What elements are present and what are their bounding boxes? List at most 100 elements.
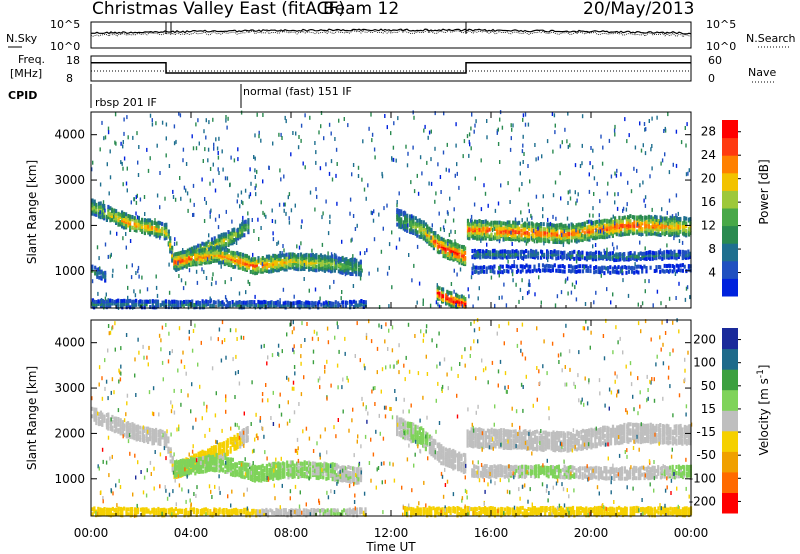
data-cell bbox=[404, 433, 407, 438]
data-cell bbox=[484, 219, 487, 224]
scatter-cell bbox=[195, 269, 198, 274]
scatter-cell bbox=[634, 262, 636, 267]
beam-label: Beam 12 bbox=[323, 0, 399, 19]
data-cell bbox=[251, 467, 254, 472]
data-cell bbox=[438, 235, 441, 240]
scatter-cell bbox=[225, 209, 227, 214]
data-cell bbox=[291, 466, 294, 471]
data-cell bbox=[614, 219, 617, 224]
data-cell bbox=[103, 209, 106, 214]
data-cell bbox=[218, 256, 221, 261]
data-cell bbox=[535, 239, 538, 244]
data-cell bbox=[637, 252, 640, 257]
data-cell bbox=[179, 464, 182, 469]
data-cell bbox=[420, 426, 423, 431]
data-cell bbox=[472, 221, 475, 226]
scatter-cell bbox=[260, 138, 262, 143]
scatter-cell bbox=[569, 189, 571, 194]
data-cell bbox=[615, 270, 618, 275]
scatter-cell bbox=[643, 198, 645, 203]
data-cell bbox=[468, 222, 471, 227]
data-cell bbox=[481, 265, 484, 270]
data-cell bbox=[110, 211, 114, 216]
scatter-cell bbox=[294, 203, 296, 208]
data-cell bbox=[479, 252, 482, 257]
data-cell bbox=[483, 250, 487, 255]
data-cell bbox=[608, 222, 611, 227]
data-cell bbox=[614, 223, 617, 228]
scatter-cell bbox=[258, 134, 260, 139]
data-cell bbox=[651, 216, 654, 221]
scatter-cell bbox=[168, 290, 171, 295]
data-cell bbox=[683, 255, 686, 260]
data-cell bbox=[238, 461, 241, 465]
data-cell bbox=[466, 235, 470, 240]
data-cell bbox=[343, 478, 346, 482]
data-cell bbox=[163, 300, 166, 305]
data-cell bbox=[127, 434, 130, 439]
data-cell bbox=[253, 300, 256, 305]
data-cell bbox=[647, 228, 650, 232]
data-cell bbox=[323, 268, 326, 273]
data-cell bbox=[352, 466, 355, 471]
data-cell bbox=[323, 264, 326, 268]
scatter-cell bbox=[472, 263, 474, 268]
data-cell bbox=[277, 256, 280, 261]
scatter-cell bbox=[508, 255, 510, 259]
data-cell bbox=[412, 432, 415, 437]
data-cell bbox=[288, 264, 291, 269]
data-cell bbox=[143, 218, 146, 223]
data-cell bbox=[276, 254, 279, 259]
scatter-cell bbox=[571, 282, 574, 287]
data-cell bbox=[353, 470, 356, 475]
data-cell bbox=[254, 303, 258, 308]
data-cell bbox=[322, 469, 325, 474]
data-cell bbox=[545, 268, 548, 273]
data-cell bbox=[139, 220, 142, 225]
data-cell bbox=[127, 421, 130, 426]
scatter-cell bbox=[559, 171, 561, 176]
colorbar-tick-label: 20 bbox=[701, 172, 716, 186]
data-cell bbox=[133, 423, 136, 428]
data-cell bbox=[532, 249, 535, 254]
data-cell bbox=[456, 248, 459, 253]
data-cell bbox=[683, 216, 686, 221]
data-cell bbox=[549, 268, 552, 273]
data-cell bbox=[655, 220, 658, 225]
scatter-cell bbox=[437, 162, 439, 167]
data-cell bbox=[521, 264, 524, 269]
scatter-cell bbox=[639, 240, 641, 245]
data-cell bbox=[111, 299, 114, 303]
scatter-cell bbox=[486, 135, 488, 140]
data-cell bbox=[617, 265, 620, 270]
data-cell bbox=[198, 459, 201, 464]
scatter-cell bbox=[233, 158, 236, 163]
scatter-cell bbox=[304, 113, 306, 118]
scatter-cell bbox=[204, 197, 206, 201]
data-cell bbox=[527, 268, 530, 273]
data-cell bbox=[577, 229, 580, 234]
data-cell bbox=[219, 457, 223, 462]
y-tick-label: 4000 bbox=[54, 128, 85, 142]
data-cell bbox=[272, 261, 275, 266]
data-cell bbox=[325, 476, 328, 481]
data-cell bbox=[287, 475, 290, 480]
data-cell bbox=[91, 211, 94, 216]
data-cell bbox=[249, 300, 252, 305]
data-cell bbox=[631, 215, 634, 220]
data-cell bbox=[183, 258, 186, 263]
data-cell bbox=[107, 207, 110, 212]
data-cell bbox=[434, 239, 437, 244]
data-cell bbox=[157, 432, 160, 437]
scatter-cell bbox=[129, 239, 132, 243]
scatter-cell bbox=[180, 278, 183, 283]
data-cell bbox=[155, 223, 158, 228]
scatter-cell bbox=[636, 222, 639, 227]
data-cell bbox=[195, 245, 198, 250]
data-cell bbox=[299, 461, 302, 466]
data-cell bbox=[591, 232, 594, 237]
data-cell bbox=[153, 221, 156, 225]
data-cell bbox=[466, 233, 470, 238]
data-cell bbox=[661, 227, 664, 232]
freq-right-tick-top: 60 bbox=[708, 54, 722, 67]
